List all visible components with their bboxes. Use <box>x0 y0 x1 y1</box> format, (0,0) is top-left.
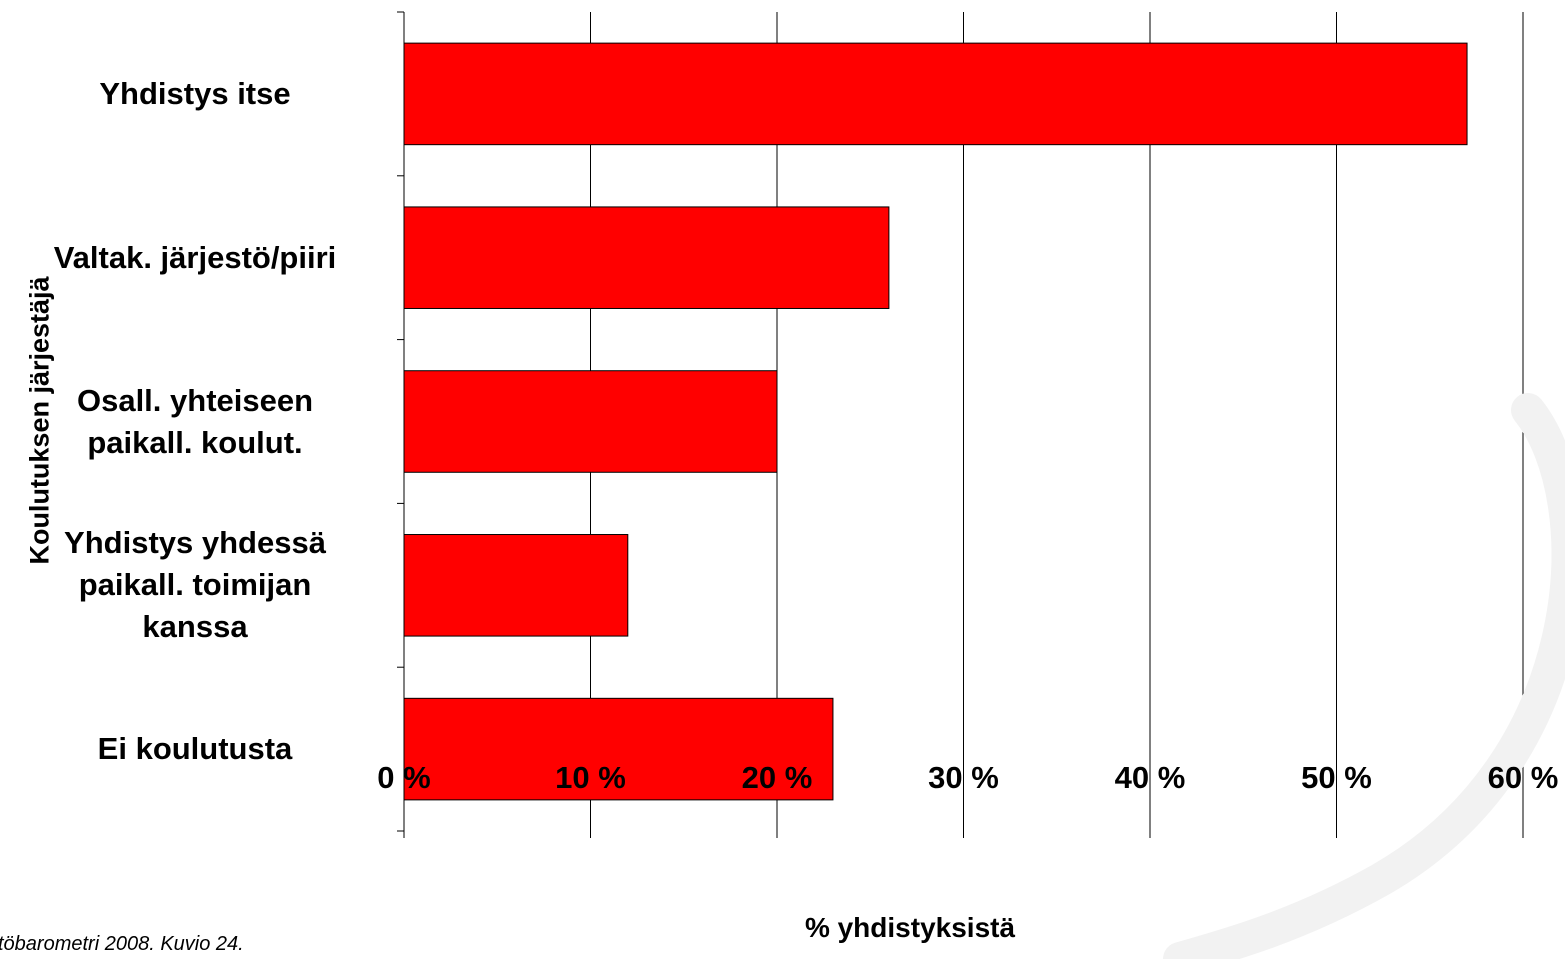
bar <box>403 370 778 473</box>
x-tick-label: 0 % <box>377 760 431 795</box>
bar <box>403 534 629 637</box>
x-axis-label: % yhdistyksistä <box>804 912 1016 943</box>
x-tick-label: 20 % <box>741 760 813 795</box>
bar <box>403 697 834 801</box>
category-label: Osall. yhteiseen paikall. koulut. <box>76 382 314 460</box>
x-tick-label: 30 % <box>928 760 999 795</box>
x-tick-label: 10 % <box>555 760 626 795</box>
category-label: Ei koulutusta <box>97 731 293 767</box>
y-axis-label: Koulutuksen järjestäjä <box>24 276 55 565</box>
x-tick-label: 50 % <box>1301 760 1372 795</box>
bar <box>403 206 890 309</box>
x-tick-label: 40 % <box>1114 760 1186 795</box>
bar <box>403 42 1468 146</box>
source-note: töbarometri 2008. Kuvio 24. <box>0 933 244 955</box>
category-label: Yhdistys itse <box>99 75 291 111</box>
axes <box>397 11 1524 838</box>
category-label: Yhdistys yhdessä paikall. toimijan kanss… <box>64 525 326 645</box>
category-label: Valtak. järjestö/piiri <box>53 239 337 275</box>
x-tick-label: 60 % <box>1487 760 1559 795</box>
watermark-swirl <box>1163 393 1565 959</box>
bars <box>403 42 1468 801</box>
